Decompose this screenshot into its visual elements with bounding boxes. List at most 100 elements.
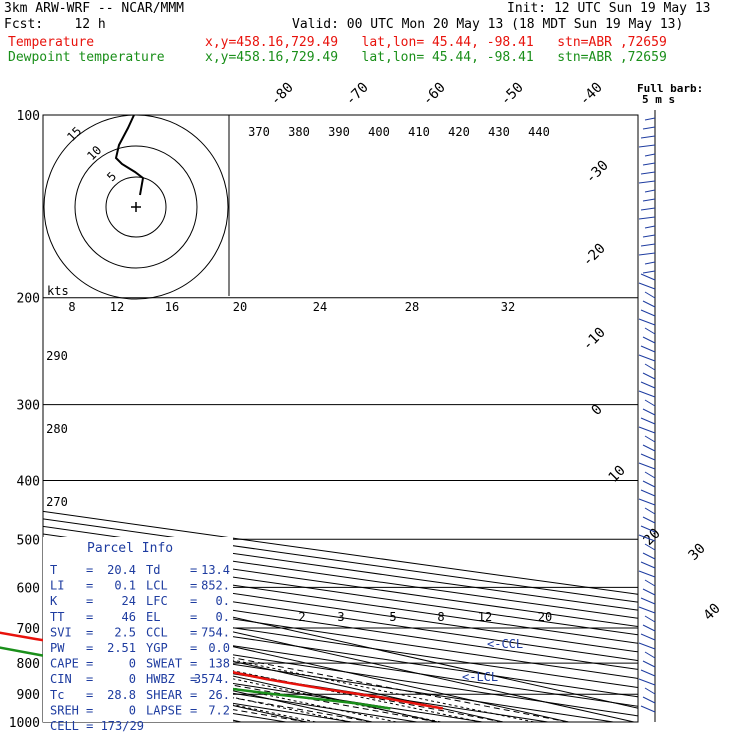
parcel-value: 138 [208,657,230,671]
wind-barb [642,624,656,632]
parcel-eq: = [190,703,197,717]
parcel-value: 852. [201,579,230,593]
dry-adiabat-line [43,634,614,722]
parcel-value: 26. [208,688,230,702]
parcel-eq: = [86,610,93,624]
wind-barb [642,696,656,704]
theta-label: 390 [328,125,350,139]
parcel-label: EL [146,610,160,624]
mixing-ratio-label: 20 [538,610,552,624]
isotherm-label: 10 [606,463,629,486]
wind-barb [644,507,656,515]
parcel-eq: = [190,688,197,702]
pressure-label: 900 [17,688,40,703]
mixing-ratio-label: 12 [478,610,492,624]
parcel-label: PW [50,641,65,655]
wind-barb [642,372,656,380]
wind-barb [638,252,656,256]
parcel-label: LI [50,579,64,593]
parcel-label: YGP [146,641,168,655]
dry-adiabat-line [43,510,638,595]
theta-label: 420 [448,125,470,139]
dry-adiabat-line [43,533,638,619]
wind-barb [638,534,656,542]
dry-adiabat-line [43,598,638,689]
parcel-eq: = [86,641,93,655]
parcel-eq: = [86,672,93,686]
dry-adiabat-line [43,625,638,717]
parcel-label: T [50,563,57,577]
theta-label: 280 [46,422,68,436]
wind-barb [640,135,656,139]
theta-label: 400 [368,125,390,139]
theta-label: 290 [46,349,68,363]
wind-barb [642,126,656,130]
parcel-value: 3574. [194,672,230,686]
mixing-ratio-label: 2 [298,610,305,624]
parcel-value: 28.8 [107,688,136,702]
wind-barb [638,678,656,686]
parcel-value: 2.5 [114,625,136,639]
dry-adiabat-line [43,616,638,707]
theta-label: 410 [408,125,430,139]
parcel-value: 0 [129,703,136,717]
isotherm-label: -50 [498,80,527,109]
parcel-label: SWEAT [146,657,182,671]
parcel-eq: = [190,625,197,639]
temperature-legend: Temperature [8,35,95,50]
mixing-ratio-label: 5 [389,610,396,624]
wind-barb [640,525,656,533]
wind-barb [644,153,656,157]
parcel-value: 0 [129,657,136,671]
parcel-label: TT [50,610,64,624]
hodograph-speed-label: 12 [110,300,124,314]
parcel-eq: = [86,688,93,702]
temperature-location: x,y=458.16,729.49 lat,lon= 45.44, -98.41… [205,35,667,50]
wind-barb [642,336,656,344]
wind-barb [640,561,656,569]
wind-barb [644,117,656,121]
parcel-label: CCL [146,625,168,639]
isotherm-line [43,573,638,709]
wind-barb [644,291,656,299]
pressure-label: 400 [17,474,40,489]
parcel-label: LFC [146,594,168,608]
wind-barb [644,327,656,335]
isotherm-label: 30 [686,541,709,564]
wind-barb [640,207,656,211]
wind-barb [638,570,656,578]
wind-barb [644,543,656,551]
ccl-marker: <-CCL [487,637,523,651]
wind-barb [640,309,656,317]
wind-barb [644,225,656,229]
parcel-label: HWBZ [146,672,175,686]
isotherm-label: 40 [701,601,724,624]
dry-adiabat-line [43,607,638,698]
wind-barb [644,435,656,443]
pressure-label: 300 [17,399,40,414]
pressure-label: 100 [17,109,40,124]
wind-barb [644,189,656,193]
wind-barb [642,444,656,452]
dry-adiabat-line [43,518,638,603]
wind-barb [642,552,656,560]
isotherm-label: -10 [580,325,609,354]
mixing-ratio-label: 8 [437,610,444,624]
wind-barb [640,417,656,425]
parcel-label: LCL [146,579,168,593]
parcel-eq: = [86,579,93,593]
pressure-label: 700 [17,622,40,637]
parcel-panel-bg [43,537,233,722]
valid-time: Valid: 00 UTC Mon 20 May 13 (18 MDT Sun … [292,17,684,32]
pressure-label: 1000 [9,716,40,731]
parcel-label: K [50,594,58,608]
parcel-value: 7.2 [208,703,230,717]
parcel-value: 20.4 [107,563,136,577]
wind-barb [638,426,656,434]
parcel-label: LAPSE [146,703,182,717]
mixing-ratio-line [43,620,535,722]
theta-label: 430 [488,125,510,139]
model-title: 3km ARW-WRF -- NCAR/MMM [4,1,185,16]
